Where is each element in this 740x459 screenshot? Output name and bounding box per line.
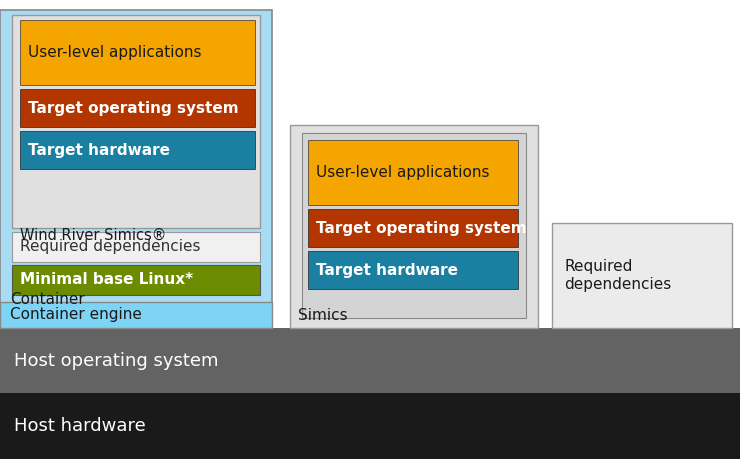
Text: Target operating system: Target operating system <box>316 220 527 235</box>
Bar <box>20 20 255 85</box>
Text: Minimal base Linux*: Minimal base Linux* <box>20 273 193 287</box>
Bar <box>20 131 255 169</box>
Bar <box>308 140 518 205</box>
Bar <box>12 15 260 228</box>
Bar <box>552 223 732 328</box>
Bar <box>0 328 740 393</box>
Bar <box>302 133 526 318</box>
Text: Container engine: Container engine <box>10 308 142 323</box>
Text: Simics: Simics <box>298 308 348 324</box>
Text: Target hardware: Target hardware <box>28 142 170 157</box>
Bar <box>20 89 255 127</box>
Text: Wind River Simics®: Wind River Simics® <box>20 228 166 242</box>
Bar <box>0 302 272 328</box>
Bar <box>0 10 272 328</box>
Text: Host hardware: Host hardware <box>14 417 146 435</box>
Bar <box>308 251 518 289</box>
Bar <box>0 393 740 459</box>
Text: Host operating system: Host operating system <box>14 352 218 369</box>
Bar <box>308 209 518 247</box>
Text: Target operating system: Target operating system <box>28 101 238 116</box>
Text: Target hardware: Target hardware <box>316 263 458 278</box>
Text: User-level applications: User-level applications <box>316 165 489 180</box>
Bar <box>12 232 260 262</box>
Text: User-level applications: User-level applications <box>28 45 201 60</box>
Text: Required dependencies: Required dependencies <box>20 240 201 254</box>
Bar <box>290 125 538 328</box>
Text: Required
dependencies: Required dependencies <box>564 259 671 292</box>
Text: Container: Container <box>10 292 85 308</box>
Bar <box>12 265 260 295</box>
